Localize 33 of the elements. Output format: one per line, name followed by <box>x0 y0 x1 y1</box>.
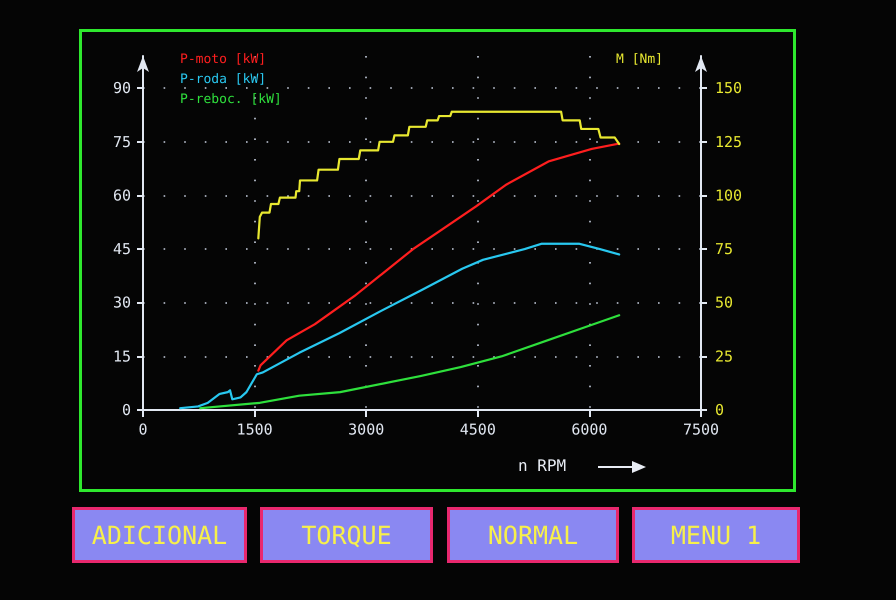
y-tick-label: 45 <box>112 240 131 258</box>
y2-tick-label: 25 <box>715 347 734 366</box>
menu-button: MENU 1 <box>632 507 800 563</box>
line-series <box>257 142 620 372</box>
text: P-roda [kW] <box>180 72 266 87</box>
x-tick-label: 1500 <box>236 420 273 438</box>
y2-tick-label: 125 <box>715 132 742 151</box>
y-tick-label: 0 <box>122 401 131 419</box>
x-tick-label: 0 <box>138 420 148 438</box>
y-tick-label: 75 <box>112 132 131 151</box>
y-tick-label: 30 <box>112 294 131 312</box>
x-tick-label: 7500 <box>682 420 720 438</box>
x-tick-label: 4500 <box>460 420 496 438</box>
y2-tick-label: 50 <box>715 294 734 312</box>
y2-tick-label: 100 <box>715 186 742 204</box>
menu-button: ADICIONAL <box>72 507 247 563</box>
text: P-reboc. [kW] <box>180 92 282 107</box>
text: P-moto [kW] <box>180 52 266 67</box>
y-tick-label: 90 <box>112 79 131 98</box>
line-series <box>179 242 620 410</box>
x-axis-title: n RPM <box>518 456 566 476</box>
x-tick-label: 6000 <box>571 420 608 438</box>
y2-tick-label: 0 <box>715 401 724 419</box>
menu-button: NORMAL <box>447 507 619 563</box>
y2-tick-label: 150 <box>715 79 742 98</box>
y-tick-label: 15 <box>112 347 131 366</box>
y2-tick-label: 75 <box>715 240 734 258</box>
text: M [Nm] <box>616 52 664 67</box>
x-tick-label: 3000 <box>348 420 384 438</box>
line-series <box>257 110 620 240</box>
line-series <box>199 314 620 410</box>
y-tick-label: 60 <box>112 186 131 204</box>
menu-button: TORQUE <box>260 507 433 563</box>
